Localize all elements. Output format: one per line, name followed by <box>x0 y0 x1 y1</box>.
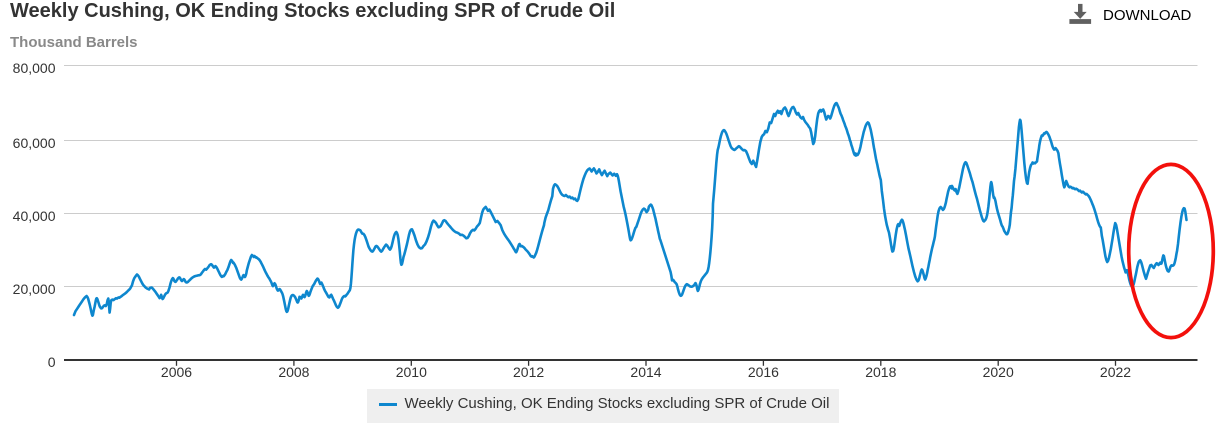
svg-text:2018: 2018 <box>865 364 896 380</box>
svg-text:2014: 2014 <box>630 364 661 380</box>
svg-text:20,000: 20,000 <box>13 281 56 297</box>
svg-text:60,000: 60,000 <box>13 135 56 151</box>
svg-text:0: 0 <box>48 354 56 370</box>
svg-text:2006: 2006 <box>161 364 192 380</box>
svg-text:2022: 2022 <box>1100 364 1131 380</box>
svg-text:2008: 2008 <box>278 364 309 380</box>
svg-text:2012: 2012 <box>513 364 544 380</box>
svg-text:2016: 2016 <box>748 364 779 380</box>
svg-text:2010: 2010 <box>396 364 427 380</box>
svg-text:2020: 2020 <box>983 364 1014 380</box>
svg-text:40,000: 40,000 <box>13 208 56 224</box>
svg-text:80,000: 80,000 <box>13 60 56 76</box>
